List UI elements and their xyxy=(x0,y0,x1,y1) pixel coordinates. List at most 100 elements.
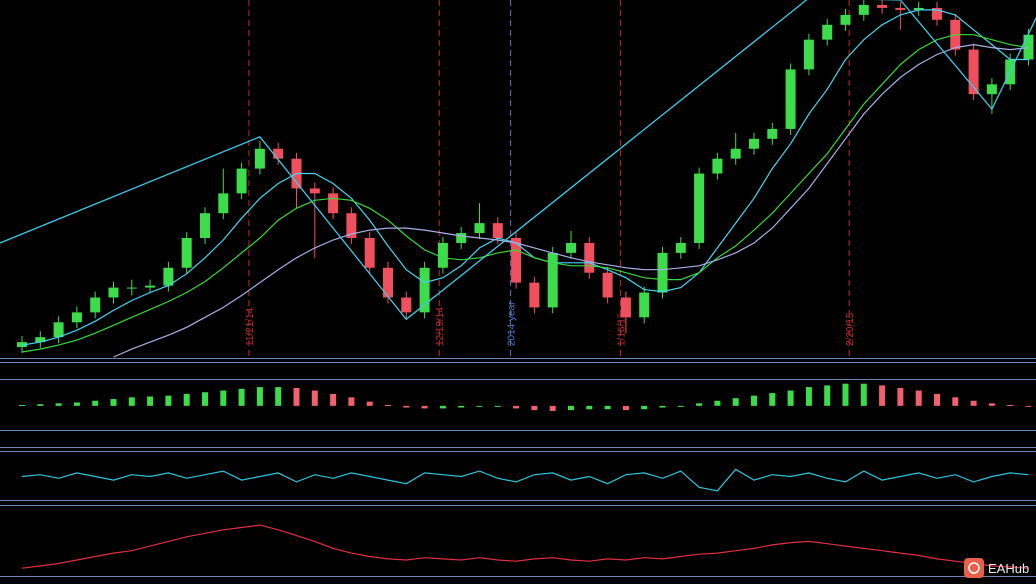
histogram-bar xyxy=(787,390,794,406)
candle-body xyxy=(401,297,412,313)
histogram-bar xyxy=(128,397,135,406)
indicator-panels xyxy=(19,383,1032,569)
candle-body xyxy=(273,148,284,159)
histogram-bar xyxy=(1007,405,1014,406)
histogram-bar xyxy=(476,405,483,407)
candle-body xyxy=(511,238,522,283)
histogram-bar xyxy=(348,397,355,406)
histogram-bar xyxy=(604,405,611,410)
price-panel: 11/21/14 12/19/14 2014 year 1/16/15 2/20/15 xyxy=(0,0,1036,358)
candle-body xyxy=(822,24,833,40)
histogram-bar xyxy=(73,402,80,406)
histogram-bar xyxy=(879,385,886,406)
indicator-line xyxy=(0,0,1036,321)
candle-body xyxy=(145,285,156,288)
histogram-bar xyxy=(439,405,446,409)
histogram-bar xyxy=(897,387,904,406)
date-marker-label: 12/19/14 xyxy=(435,307,446,346)
candle-body xyxy=(71,312,82,323)
candle-body xyxy=(657,252,668,293)
histogram-bar xyxy=(915,390,922,406)
histogram-bar xyxy=(568,405,574,411)
histogram-bar xyxy=(586,405,593,410)
histogram-bar xyxy=(952,397,959,406)
histogram-bar xyxy=(293,387,300,406)
candle-body xyxy=(767,128,778,139)
candle-body xyxy=(602,272,613,298)
histogram-bar xyxy=(842,383,849,406)
candle-body xyxy=(437,242,448,268)
histogram-bar xyxy=(988,403,995,406)
histogram-bar xyxy=(330,393,337,406)
histogram-bar xyxy=(37,404,44,406)
histogram-bar xyxy=(641,405,648,410)
candle-body xyxy=(236,168,247,194)
histogram-bar xyxy=(110,399,117,406)
candle-body xyxy=(254,148,265,169)
histogram-bar xyxy=(622,405,629,411)
histogram-bar xyxy=(403,405,410,408)
date-marker-label: 2014 year xyxy=(507,301,518,346)
watermark-icon xyxy=(964,558,984,578)
histogram-bar xyxy=(549,405,556,411)
histogram-bar xyxy=(92,400,99,406)
candle-body xyxy=(218,193,229,214)
date-marker-label: 11/21/14 xyxy=(245,307,256,346)
histogram-bar xyxy=(202,392,208,406)
date-marker-label: 2/20/15 xyxy=(845,312,856,346)
candle-body xyxy=(803,39,814,70)
candle-body xyxy=(620,297,631,318)
indicator-line xyxy=(21,34,1029,353)
histogram-bar xyxy=(970,400,977,406)
histogram-bar xyxy=(183,393,190,406)
histogram-bar xyxy=(220,390,227,406)
candle-body xyxy=(529,282,540,308)
histogram-bar xyxy=(769,393,776,406)
candle-body xyxy=(309,188,320,194)
candle-body xyxy=(858,4,869,15)
histogram-bar xyxy=(256,387,263,406)
histogram-bar xyxy=(732,398,739,406)
histogram-bar xyxy=(513,405,520,409)
histogram-bar xyxy=(934,393,940,406)
candle-body xyxy=(547,252,558,308)
candle-body xyxy=(749,138,759,149)
indicator-line xyxy=(21,524,1029,569)
candle-body xyxy=(913,7,924,10)
histogram-bar xyxy=(714,400,721,406)
candle-body xyxy=(675,242,686,253)
histogram-bar xyxy=(147,396,154,406)
candle-body xyxy=(346,213,357,238)
indicator-line xyxy=(21,9,1029,346)
histogram-bar xyxy=(366,401,373,406)
histogram-bar xyxy=(751,395,757,406)
candle-body xyxy=(730,148,741,159)
candle-body xyxy=(181,238,192,268)
candle-body xyxy=(712,158,723,174)
candle-body xyxy=(53,322,64,338)
candle-body xyxy=(419,267,430,313)
candle-body xyxy=(932,7,942,20)
indicator-line xyxy=(21,468,1029,492)
histogram-bar xyxy=(421,405,428,409)
candle-body xyxy=(328,193,339,214)
candle-body xyxy=(474,223,485,234)
candle-body xyxy=(694,173,705,243)
histogram-bar xyxy=(311,390,318,406)
candle-body xyxy=(877,4,888,8)
candle-body xyxy=(895,7,906,10)
candle-body xyxy=(126,287,137,289)
candle-body xyxy=(200,213,210,238)
candle-body xyxy=(90,297,101,313)
candle-body xyxy=(364,238,375,268)
candle-body xyxy=(639,292,650,318)
watermark: EAHub xyxy=(964,558,1029,578)
watermark-icon-glyph xyxy=(968,562,980,574)
watermark-text: EAHub xyxy=(988,561,1029,576)
histogram-bar xyxy=(860,383,867,406)
candle-body xyxy=(566,242,576,253)
candle-body xyxy=(456,233,467,243)
histogram-bar xyxy=(275,387,282,406)
